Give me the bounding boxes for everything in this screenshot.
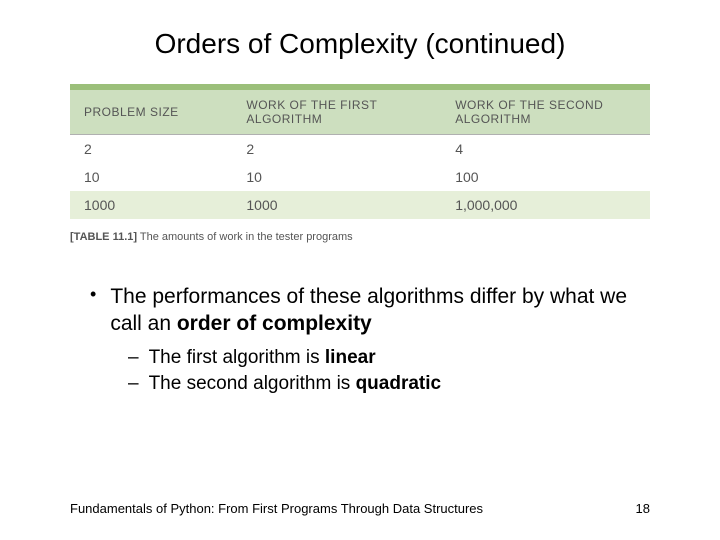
sub1-bold: linear — [325, 347, 376, 368]
cell: 100 — [441, 163, 650, 191]
table-row: 1000 1000 1,000,000 — [70, 191, 650, 219]
sub-bullet-list: – The first algorithm is linear – The se… — [128, 346, 630, 397]
slide-title: Orders of Complexity (continued) — [0, 0, 720, 84]
bullet-bold: order of complexity — [177, 312, 372, 335]
cell: 4 — [441, 135, 650, 164]
footer: Fundamentals of Python: From First Progr… — [0, 501, 720, 516]
bullet-marker: • — [90, 283, 96, 338]
sub2-pre: The second algorithm is — [149, 373, 356, 394]
sub-bullet-text: The second algorithm is quadratic — [149, 372, 442, 397]
sub-bullet-item: – The first algorithm is linear — [128, 346, 630, 371]
bullet-text: The performances of these algorithms dif… — [110, 283, 630, 338]
caption-text: The amounts of work in the tester progra… — [140, 231, 353, 243]
table-header-row: PROBLEM SIZE WORK OF THE FIRST ALGORITHM… — [70, 90, 650, 135]
table-row: 10 10 100 — [70, 163, 650, 191]
cell: 2 — [232, 135, 441, 164]
dash-marker: – — [128, 346, 139, 371]
dash-marker: – — [128, 372, 139, 397]
page-number: 18 — [636, 501, 650, 516]
bullet-item: • The performances of these algorithms d… — [90, 283, 630, 338]
sub1-pre: The first algorithm is — [149, 347, 325, 368]
sub-bullet-item: – The second algorithm is quadratic — [128, 372, 630, 397]
bullet-list: • The performances of these algorithms d… — [90, 283, 630, 397]
cell: 1000 — [70, 191, 232, 219]
cell: 1000 — [232, 191, 441, 219]
table-row: 2 2 4 — [70, 135, 650, 164]
header-col2: WORK OF THE FIRST ALGORITHM — [232, 90, 441, 135]
cell: 10 — [232, 163, 441, 191]
header-col1: PROBLEM SIZE — [70, 90, 232, 135]
footer-left: Fundamentals of Python: From First Progr… — [70, 501, 483, 516]
cell: 2 — [70, 135, 232, 164]
header-col3: WORK OF THE SECOND ALGORITHM — [441, 90, 650, 135]
cell: 1,000,000 — [441, 191, 650, 219]
complexity-table: PROBLEM SIZE WORK OF THE FIRST ALGORITHM… — [70, 84, 650, 219]
caption-label: [TABLE 11.1] — [70, 231, 137, 243]
cell: 10 — [70, 163, 232, 191]
sub-bullet-text: The first algorithm is linear — [149, 346, 376, 371]
table-caption: [TABLE 11.1] The amounts of work in the … — [70, 231, 650, 243]
sub2-bold: quadratic — [356, 373, 442, 394]
